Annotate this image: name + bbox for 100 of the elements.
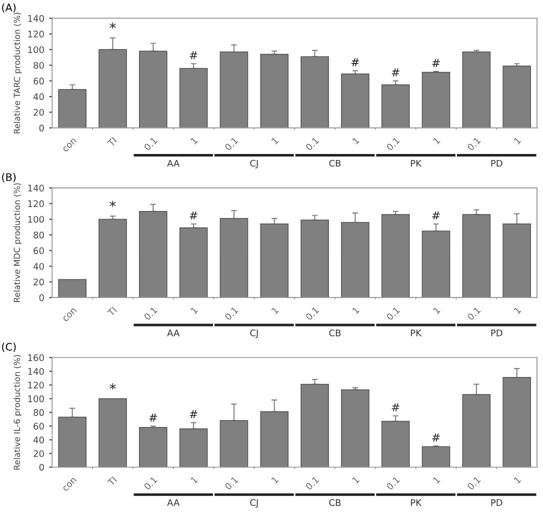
x-tick-label: TI (107, 306, 117, 317)
x-tick-label: con (62, 477, 77, 492)
x-tick-label: 0.1 (224, 476, 238, 490)
x-tick-label: 0.1 (224, 136, 238, 151)
y-tick-label: 0 (39, 294, 44, 302)
x-tick-label: 1 (190, 306, 198, 314)
data-label: # (190, 410, 198, 418)
bar (138, 427, 168, 468)
x-tick-label: con (62, 308, 77, 322)
bar (179, 227, 208, 298)
data-label: # (432, 211, 440, 220)
x-tick-label: 0.1 (386, 306, 400, 321)
data-label: # (392, 68, 400, 76)
x-tick-label: 1 (514, 306, 522, 314)
data-label: # (190, 51, 198, 60)
y-tick-label: 120 (28, 200, 44, 208)
y-tick-label: 100 (28, 216, 44, 223)
x-tick-label: 0.1 (144, 476, 158, 490)
x-tick-label: 1 (352, 306, 360, 314)
y-tick-label: 80 (34, 62, 44, 69)
text: CB (329, 160, 341, 167)
bar (179, 68, 208, 128)
chart-title: (B) (2, 173, 16, 182)
x-tick-label: TI (107, 476, 117, 486)
bar (260, 54, 289, 128)
x-tick-label: 1 (271, 137, 279, 144)
text: AA (167, 499, 180, 506)
x-tick-label: 1 (352, 476, 360, 484)
x-tick-label: 0.1 (144, 306, 158, 321)
y-tick-label: 0 (39, 464, 44, 471)
x-tick-label: 1 (190, 137, 198, 144)
text: CJ (250, 499, 258, 508)
y-tick-label: 40 (33, 262, 44, 270)
y-tick-label: 140 (28, 15, 44, 22)
x-tick-label: 1 (432, 476, 440, 484)
y-tick-label: 0 (39, 124, 44, 132)
y-tick-label: 40 (33, 93, 44, 100)
text: PK (411, 499, 422, 506)
x-tick-label: 1 (514, 137, 522, 144)
bar (300, 384, 329, 468)
text: PK (411, 330, 422, 336)
chart-title: (A) (2, 3, 16, 13)
bar (341, 389, 370, 468)
y-axis-title: Relative TARC production (%) (14, 12, 22, 134)
x-tick-label: 0.1 (466, 306, 481, 321)
data-label: * (110, 200, 116, 208)
x-tick-label: 0.1 (144, 136, 158, 151)
x-tick-label: 1 (432, 137, 440, 144)
y-tick-label: 60 (34, 78, 44, 84)
x-tick-label: 0.1 (386, 476, 400, 490)
bar (300, 220, 329, 298)
y-tick-label: 140 (28, 368, 44, 375)
x-tick-label: con (62, 138, 77, 152)
data-label: # (351, 58, 359, 66)
text: AA (167, 330, 180, 336)
text: AA (167, 160, 180, 167)
data-label: * (110, 383, 116, 390)
bar (58, 89, 86, 128)
bar (381, 214, 410, 298)
y-axis-title: Relative MDC production (%) (14, 183, 22, 302)
y-tick-label: 20 (34, 278, 44, 286)
x-tick-label: 0.1 (305, 476, 320, 490)
x-tick-label: 1 (271, 476, 279, 484)
y-tick-label: 60 (34, 422, 44, 430)
data-label: # (392, 403, 400, 412)
x-tick-label: 1 (190, 476, 198, 484)
bar (502, 66, 531, 128)
bar (462, 214, 491, 298)
chart-title: (C) (2, 342, 16, 352)
x-tick-label: 0.1 (386, 136, 400, 151)
bar (381, 84, 410, 128)
y-tick-label: 60 (34, 247, 44, 254)
data-label: # (149, 414, 157, 422)
text: PD (491, 330, 502, 336)
bar (98, 218, 127, 298)
x-tick-label: 1 (514, 476, 522, 484)
text: PD (491, 499, 502, 506)
y-tick-label: 20 (34, 108, 44, 116)
bar (422, 72, 450, 128)
x-tick-label: 0.1 (466, 476, 481, 490)
y-tick-label: 100 (28, 46, 44, 54)
x-tick-label: 1 (271, 306, 279, 314)
bar (422, 446, 450, 468)
y-tick-label: 120 (28, 382, 44, 389)
y-tick-label: 140 (28, 184, 44, 192)
y-axis-title: Relative IL-6 production (%) (14, 355, 22, 470)
data-label: # (432, 433, 440, 442)
y-tick-label: 80 (34, 232, 44, 238)
text: CJ (250, 329, 258, 338)
data-label: # (432, 59, 440, 68)
y-tick-label: 100 (28, 395, 44, 402)
x-tick-label: 1 (352, 137, 360, 144)
x-tick-label: 0.1 (224, 306, 238, 321)
y-tick-label: 80 (34, 409, 44, 416)
data-label: # (190, 211, 198, 220)
bar (58, 279, 86, 298)
y-tick-label: 120 (28, 30, 44, 38)
bar (381, 420, 410, 468)
x-tick-label: 0.1 (305, 306, 320, 321)
x-tick-label: TI (107, 137, 117, 147)
